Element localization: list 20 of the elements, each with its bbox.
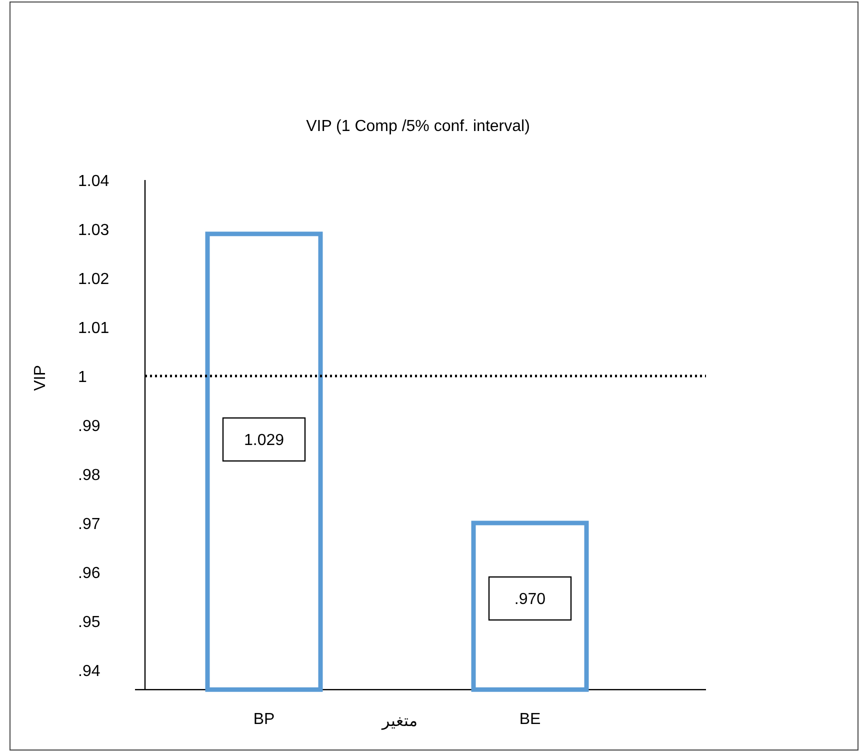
x-tick-label: BP <box>253 711 275 728</box>
y-tick-label: .95 <box>78 614 100 631</box>
label-box: 1.029 <box>222 417 306 462</box>
label-box: .970 <box>488 576 572 621</box>
y-tick-label: .98 <box>78 467 100 484</box>
y-tick-label: 1.03 <box>78 222 110 239</box>
x-axis-title: متغير <box>381 713 418 730</box>
y-axis-title: VIP <box>32 365 49 391</box>
y-tick-label: .96 <box>78 565 100 582</box>
y-tick-label: 1.01 <box>78 320 110 337</box>
data-label: 1.029 <box>244 432 284 449</box>
y-tick-label: .94 <box>78 663 100 680</box>
x-tick-label: BE <box>519 711 541 728</box>
y-tick-label: 1 <box>78 369 87 386</box>
y-tick-label: .99 <box>78 418 100 435</box>
y-tick-label: 1.02 <box>78 271 110 288</box>
data-label: .970 <box>514 590 546 608</box>
y-tick-label: 1.04 <box>78 173 110 190</box>
y-tick-label: .97 <box>78 516 100 533</box>
chart-title: VIP (1 Comp /5% conf. interval) <box>306 118 530 135</box>
